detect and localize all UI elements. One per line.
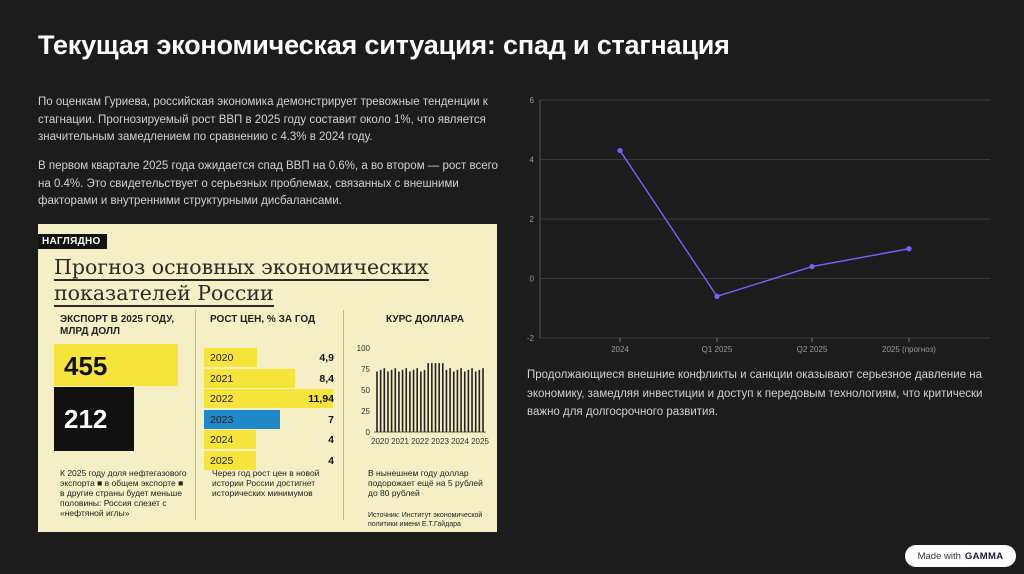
price-year: 2023 [210, 413, 234, 426]
infographic-badge: НАГЛЯДНО [38, 234, 107, 249]
chart-y-tick: 6 [530, 96, 535, 105]
fx-y-tick: 75 [361, 365, 370, 374]
infographic-heading-line-2: показателей России [54, 281, 274, 307]
export-header: ЭКСПОРТ В 2025 ГОДУ, МЛРД ДОЛЛ [60, 314, 175, 337]
price-bar [204, 348, 257, 367]
fx-x-tick: 2023 [431, 437, 449, 446]
chart-y-tick: 2 [530, 215, 535, 224]
gdp-line-chart: 6 4 2 0 -2 2024 Q1 2025 Q2 2025 2025 (прогноз) [527, 96, 990, 354]
chart-x-tick: Q1 2025 [702, 345, 733, 354]
quarterly-paragraph: В первом квартале 2025 года ожидается сп… [38, 160, 498, 207]
sanctions-paragraph: Продолжающиеся внешние конфликты и санкц… [527, 369, 983, 418]
gdp-data-point [714, 293, 720, 299]
prices-note: Через год рост цен в новой истории Росси… [212, 468, 320, 498]
price-bar [204, 389, 333, 408]
gdp-data-point [906, 246, 912, 252]
chart-x-tick: 2024 [611, 345, 629, 354]
price-row: 2022 11,94 [204, 389, 334, 408]
price-row: 2020 4,9 [204, 348, 334, 367]
price-row: 2024 4 [204, 430, 334, 449]
column-divider [343, 310, 344, 520]
price-value: 4 [328, 454, 334, 467]
export-note: К 2025 году доля нефтегазового экспорта … [60, 468, 187, 518]
fx-x-tick: 2024 [451, 437, 469, 446]
price-year: 2025 [210, 454, 234, 467]
fx-y-tick: 25 [361, 407, 370, 416]
chart-x-tick: Q2 2025 [797, 345, 828, 354]
export-total-value: 455 [64, 351, 108, 381]
slide-title: Текущая экономическая ситуация: спад и с… [38, 30, 730, 60]
price-year: 2022 [210, 393, 234, 405]
export-oilgas-block [54, 387, 134, 451]
gdp-data-point [809, 264, 815, 270]
price-row: 2025 4 [204, 450, 334, 470]
prices-header: РОСТ ЦЕН, % ЗА ГОД [210, 314, 316, 325]
export-oilgas-value: 212 [64, 404, 108, 434]
fx-y-tick: 50 [361, 386, 370, 395]
dollar-header: КУРС ДОЛЛАРА [386, 314, 464, 325]
price-value: 7 [328, 413, 334, 426]
forecast-infographic: НАГЛЯДНО Прогноз основных экономических … [38, 224, 497, 532]
chart-y-tick: 4 [530, 156, 535, 165]
fx-y-tick: 100 [357, 344, 371, 353]
infographic-heading: Прогноз основных экономических показател… [54, 254, 474, 307]
infographic-source: Источник: Институт экономической политик… [368, 512, 483, 528]
price-bar [204, 430, 256, 449]
fx-x-tick: 2025 [471, 437, 489, 446]
chart-x-tick: 2025 (прогноз) [882, 345, 936, 354]
gamma-logo: GAMMA [964, 550, 1004, 562]
price-year: 2021 [210, 372, 234, 385]
price-bar [204, 409, 280, 429]
price-value: 4 [328, 434, 334, 446]
export-total-block [54, 344, 178, 386]
dollar-note: В нынешнем году доллар подорожает ещё на… [368, 468, 483, 498]
chart-y-tick: 0 [530, 275, 535, 284]
chart-y-tick: -2 [527, 334, 535, 343]
intro-paragraph: По оценкам Гуриева, российская экономика… [38, 96, 488, 143]
fx-x-tick: 2021 [391, 437, 409, 446]
price-bar [204, 368, 295, 388]
price-bar [204, 450, 256, 470]
infographic-heading-line-1: Прогноз основных экономических [54, 255, 429, 281]
gdp-data-point [617, 147, 623, 154]
fx-x-tick: 2022 [411, 437, 429, 446]
price-row: 2023 7 [204, 409, 334, 429]
fx-y-tick: 0 [366, 428, 371, 437]
column-divider [195, 310, 196, 520]
gdp-series-line [619, 150, 910, 298]
fx-x-tick: 2020 [371, 437, 389, 446]
made-with-label: Made with [917, 550, 961, 562]
price-row: 2021 8,4 [204, 368, 334, 388]
price-value: 4,9 [319, 352, 334, 364]
price-year: 2020 [210, 352, 234, 364]
made-with-gamma-badge[interactable]: Made with GAMMA [905, 545, 1016, 567]
price-value: 8,4 [319, 372, 334, 385]
price-year: 2024 [210, 434, 234, 446]
price-value: 11,94 [308, 393, 334, 405]
